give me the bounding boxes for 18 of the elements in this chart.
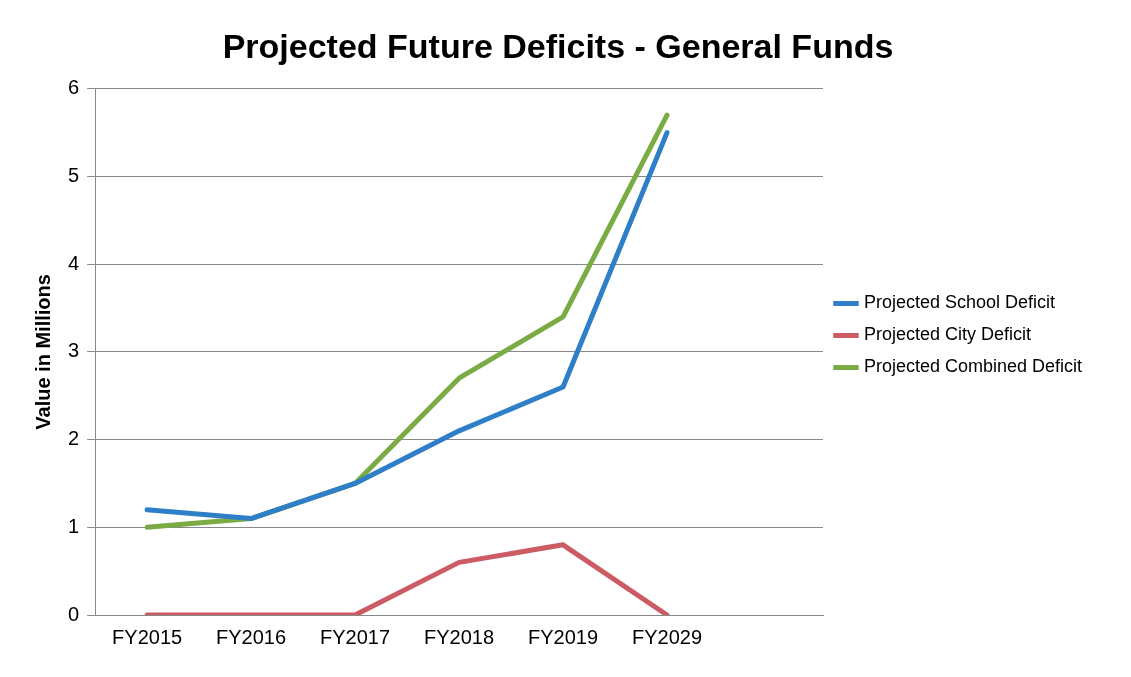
y-tick-label: 1 [68,514,80,537]
legend-label: Projected Combined Deficit [864,356,1083,377]
x-tick-label: FY2017 [320,625,391,648]
x-tick-label: FY2016 [216,625,287,648]
x-tick-label: FY2018 [424,625,495,648]
legend-label: Projected School Deficit [864,292,1056,313]
y-axis-title: Value in Millions [31,274,54,430]
y-tick-label: 2 [68,427,80,450]
y-tick-label: 4 [68,251,80,274]
legend-label: Projected City Deficit [864,324,1032,345]
y-tick-label: 6 [68,76,80,99]
chart-title: Projected Future Deficits - General Funds [222,26,894,65]
x-tick-label: FY2019 [528,625,599,648]
x-tick-label: FY2029 [632,625,703,648]
y-tick-label: 5 [68,164,80,187]
y-tick-label: 3 [68,339,80,362]
x-tick-label: FY2015 [112,625,183,648]
y-tick-label: 0 [68,602,80,625]
